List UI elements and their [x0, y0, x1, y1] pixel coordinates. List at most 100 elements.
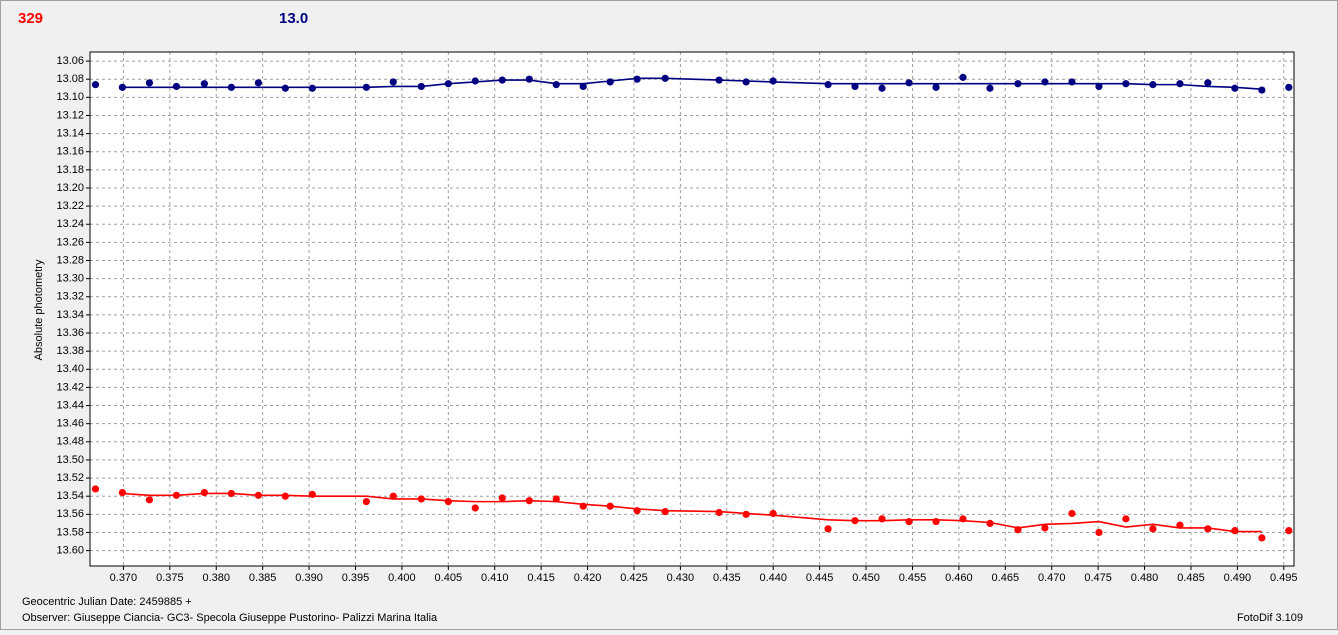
x-tick-label: 0.430	[667, 572, 695, 584]
data-point	[1041, 78, 1049, 86]
data-point	[959, 73, 967, 81]
software: FotoDif 3.109	[1237, 612, 1303, 624]
x-tick-label: 0.475	[1084, 572, 1112, 584]
data-point	[905, 79, 913, 87]
x-tick-label: 0.485	[1177, 572, 1205, 584]
data-point	[1258, 86, 1266, 94]
data-point	[959, 515, 967, 523]
header-right: 13.0	[279, 10, 308, 27]
data-point	[633, 507, 641, 515]
plot-frame	[89, 51, 1295, 567]
y-tick-label: 13.26	[56, 236, 84, 248]
data-point	[1258, 534, 1266, 542]
x-tick-label: 0.480	[1131, 572, 1159, 584]
data-point	[878, 84, 886, 92]
data-point	[389, 78, 397, 86]
y-tick-label: 13.30	[56, 273, 84, 285]
y-tick-label: 13.36	[56, 327, 84, 339]
y-tick-label: 13.52	[56, 472, 84, 484]
plot-area	[90, 52, 1294, 566]
y-tick-label: 13.50	[56, 454, 84, 466]
x-tick-label: 0.445	[806, 572, 834, 584]
y-tick-label: 13.12	[56, 109, 84, 121]
data-point	[227, 489, 235, 498]
data-point	[1014, 526, 1022, 534]
data-point	[824, 525, 832, 533]
data-point	[579, 82, 587, 91]
x-tick-label: 0.495	[1270, 572, 1298, 584]
data-point	[118, 488, 126, 497]
data-point	[1122, 80, 1130, 88]
x-axis-label: Geocentric Julian Date: 2459885 +	[22, 596, 192, 608]
y-tick-label: 13.16	[56, 146, 84, 158]
data-point	[606, 78, 614, 86]
data-point	[1231, 527, 1239, 535]
data-point	[1041, 524, 1049, 532]
data-point	[1095, 82, 1103, 91]
data-point	[905, 517, 913, 526]
x-tick-label: 0.450	[852, 572, 880, 584]
data-point	[145, 79, 154, 87]
y-axis-label: Absolute photometry	[33, 259, 45, 360]
y-tick-label: 13.60	[56, 544, 84, 556]
data-point	[606, 502, 614, 510]
data-point	[552, 81, 560, 89]
y-tick-label: 13.34	[56, 309, 84, 321]
y-tick-label: 13.32	[56, 291, 84, 303]
data-point	[227, 83, 235, 91]
data-point	[389, 492, 397, 500]
header-left: 329	[18, 10, 43, 27]
x-tick-label: 0.415	[527, 572, 555, 584]
data-point	[200, 488, 208, 497]
y-tick-label: 13.24	[56, 218, 84, 230]
data-point	[281, 492, 289, 500]
data-point	[362, 498, 370, 506]
data-point	[417, 82, 425, 91]
data-point	[932, 83, 940, 91]
data-point	[742, 78, 750, 86]
data-point	[1095, 528, 1103, 537]
data-point	[1014, 80, 1022, 88]
data-point	[362, 83, 370, 91]
y-tick-label: 13.08	[56, 73, 84, 85]
data-point	[308, 490, 316, 498]
y-tick-label: 13.58	[56, 526, 84, 538]
x-tick-label: 0.455	[899, 572, 927, 584]
x-tick-label: 0.420	[574, 572, 602, 584]
data-point	[498, 76, 506, 84]
y-tick-label: 13.48	[56, 436, 84, 448]
data-point	[1068, 78, 1076, 86]
y-tick-label: 13.56	[56, 508, 84, 520]
data-point	[1122, 515, 1130, 523]
y-tick-label: 13.46	[56, 418, 84, 430]
y-tick-label: 13.40	[56, 363, 84, 375]
x-tick-label: 0.390	[295, 572, 323, 584]
data-point	[661, 74, 669, 82]
data-point	[471, 77, 479, 85]
data-point	[742, 510, 750, 518]
data-point	[986, 84, 994, 92]
x-tick-label: 0.375	[156, 572, 184, 584]
data-point	[281, 84, 289, 92]
data-point	[1176, 80, 1184, 88]
data-point	[1231, 84, 1239, 92]
data-point	[715, 76, 723, 84]
data-point	[145, 496, 154, 504]
data-point	[525, 497, 533, 505]
data-point	[1149, 81, 1157, 89]
data-point	[769, 77, 777, 85]
data-point	[1176, 521, 1184, 529]
x-tick-label: 0.380	[202, 572, 230, 584]
data-point	[661, 508, 669, 516]
y-tick-label: 13.42	[56, 381, 84, 393]
data-point	[851, 517, 859, 525]
data-point	[851, 82, 859, 91]
fit-line	[122, 492, 1262, 533]
y-tick-label: 13.10	[56, 91, 84, 103]
data-point	[1285, 83, 1293, 91]
x-tick-label: 0.460	[945, 572, 973, 584]
data-point	[172, 491, 181, 499]
data-point	[633, 75, 641, 83]
